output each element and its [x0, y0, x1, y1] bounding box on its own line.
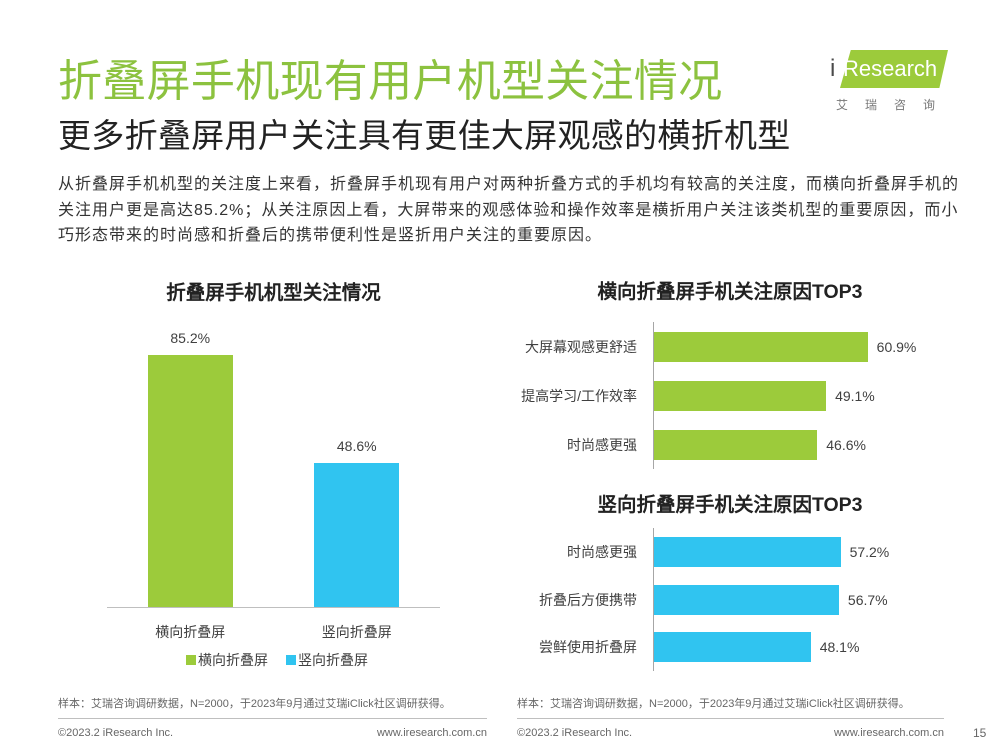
category-label-landscape-reasons-3: 时尚感更强 — [567, 436, 637, 453]
legend-label-2: 竖向折叠屏 — [298, 652, 368, 668]
logo-chinese-name: 艾瑞咨询 — [836, 98, 953, 112]
summary-line: 从折叠屏手机机型的关注度上来看，折叠屏手机现有用户对两种折叠方式的手机均有较高的… — [58, 176, 960, 193]
plot-area-portrait-reasons: 时尚感更强 57.2% 折叠后方便携带 56.7% 尝鲜使用折叠屏 48.1% — [539, 528, 935, 671]
legend-item-1: 横向折叠屏 — [186, 651, 268, 669]
bar-portrait-reasons-2 — [653, 584, 839, 615]
category-label-portrait-reasons-2: 折叠后方便携带 — [539, 591, 637, 608]
bar-phone-type-2 — [314, 463, 400, 607]
category-label-landscape-reasons-1: 大屏幕观感更舒适 — [525, 338, 637, 355]
category-label-phone-type-1: 横向折叠屏 — [155, 624, 226, 640]
bar-phone-type-1 — [147, 354, 233, 607]
summary-line: 关注用户更是高达85.2%；从关注原因上看，大屏带来的观感体验和操作效率是横折用… — [58, 201, 959, 219]
data-label-portrait-reasons-3: 48.1% — [819, 639, 860, 656]
data-label-phone-type-2: 48.6% — [336, 438, 377, 455]
footer-left: 样本：艾瑞咨询调研数据，N=2000，于2023年9月通过艾瑞iClick社区调… — [58, 694, 487, 744]
bar-portrait-reasons-3 — [653, 632, 811, 663]
bar-landscape-reasons-2 — [653, 380, 827, 411]
data-label-phone-type-1: 85.2% — [170, 329, 211, 346]
sample-note: 样本：艾瑞咨询调研数据，N=2000，于2023年9月通过艾瑞iClick社区调… — [58, 698, 451, 710]
chart-title-portrait-reasons: 竖向折叠屏手机关注原因TOP3 — [597, 494, 863, 516]
sample-note: 样本：艾瑞咨询调研数据，N=2000，于2023年9月通过艾瑞iClick社区调… — [517, 698, 910, 710]
page-subtitle: 更多折叠屏用户关注具有更佳大屏观感的横折机型 — [58, 117, 791, 154]
footer-right: 样本：艾瑞咨询调研数据，N=2000，于2023年9月通过艾瑞iClick社区调… — [517, 694, 944, 744]
legend-phone-type: 横向折叠屏 竖向折叠屏 — [186, 651, 386, 669]
page-number: 15 — [973, 726, 987, 740]
website-url: www.iresearch.com.cn — [376, 727, 487, 739]
plot-area-landscape-reasons: 大屏幕观感更舒适 60.9% 提高学习/工作效率 49.1% 时尚感更强 46.6% — [521, 322, 935, 469]
category-label-phone-type-2: 竖向折叠屏 — [321, 624, 392, 640]
category-label-portrait-reasons-3: 尝鲜使用折叠屏 — [539, 639, 637, 656]
plot-area-phone-type: 85.2% 横向折叠屏 48.6% 竖向折叠屏 — [107, 311, 440, 640]
chart-title-phone-type: 折叠屏手机机型关注情况 — [166, 282, 381, 304]
bar-landscape-reasons-3 — [653, 429, 818, 460]
y-axis-line-portrait-reasons — [653, 528, 654, 671]
legend-swatch-1 — [186, 655, 196, 665]
legend-swatch-2 — [286, 655, 296, 665]
copyright-text: ©2023.2 iResearch Inc. — [58, 727, 174, 739]
footer-divider — [517, 718, 944, 719]
category-label-portrait-reasons-1: 时尚感更强 — [567, 543, 637, 560]
website-url: www.iresearch.com.cn — [833, 727, 944, 739]
bar-portrait-reasons-1 — [653, 536, 841, 567]
page-title: 折叠屏手机现有用户机型关注情况 — [58, 57, 723, 106]
data-label-portrait-reasons-2: 56.7% — [847, 591, 888, 608]
chart-title-landscape-reasons: 横向折叠屏手机关注原因TOP3 — [597, 281, 863, 303]
summary-paragraph: 从折叠屏手机机型的关注度上来看，折叠屏手机现有用户对两种折叠方式的手机均有较高的… — [58, 172, 958, 249]
iresearch-logo: i Research 艾瑞咨询 — [826, 46, 952, 116]
y-axis-line-landscape-reasons — [653, 322, 654, 469]
bar-landscape-reasons-1 — [653, 331, 868, 362]
legend-label-1: 横向折叠屏 — [198, 652, 268, 668]
x-axis-baseline — [107, 607, 440, 608]
logo-letter-i: i — [830, 55, 836, 82]
logo-flag-shape — [840, 50, 948, 88]
legend-item-2: 竖向折叠屏 — [286, 651, 368, 669]
copyright-text: ©2023.2 iResearch Inc. — [517, 727, 633, 739]
data-label-landscape-reasons-3: 46.6% — [826, 436, 866, 453]
logo-wordmark: Research — [843, 56, 938, 81]
category-label-landscape-reasons-2: 提高学习/工作效率 — [521, 387, 637, 404]
data-label-portrait-reasons-1: 57.2% — [849, 543, 890, 560]
data-label-landscape-reasons-2: 49.1% — [835, 387, 875, 404]
summary-line: 巧形态带来的时尚感和折叠后的携带便利性是竖折用户关注的重要原因。 — [58, 227, 603, 244]
footer-divider — [58, 718, 487, 719]
data-label-landscape-reasons-1: 60.9% — [876, 338, 917, 355]
